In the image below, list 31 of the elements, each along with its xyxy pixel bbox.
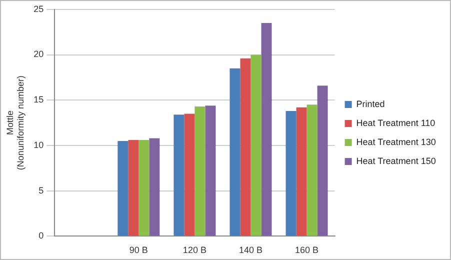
x-tick-label: 120 B (182, 245, 206, 256)
legend-label: Printed (356, 98, 385, 109)
bar (230, 68, 240, 236)
bar (174, 114, 184, 236)
bar (306, 104, 318, 236)
legend-label: Heat Treatment 130 (356, 136, 436, 147)
bar (296, 107, 307, 236)
bar (149, 138, 160, 236)
y-tick-label: 15 (34, 94, 44, 105)
bar (317, 86, 328, 236)
bar (194, 106, 206, 236)
bar (128, 140, 139, 236)
y-tick-label: 20 (34, 49, 44, 60)
x-tick-label: 160 B (295, 245, 319, 256)
y-tick-label: 0 (38, 230, 44, 241)
bar (240, 58, 251, 236)
legend-label: Heat Treatment 110 (356, 118, 436, 128)
bar (261, 23, 272, 236)
y-axis-title: Mottle (Nonuniformity number) (4, 76, 26, 170)
legend-label: Heat Treatment 150 (356, 156, 436, 166)
x-tick-label: 90 B (129, 245, 148, 256)
y-tick-label: 25 (34, 4, 44, 14)
x-tick-label: 140 B (238, 245, 263, 256)
bar (286, 111, 296, 236)
y-tick-label: 10 (34, 140, 44, 150)
bar (184, 114, 195, 236)
y-tick-label: 5 (38, 185, 44, 196)
bar (250, 54, 262, 236)
bar (138, 140, 150, 236)
bar (205, 106, 216, 236)
bar (118, 140, 128, 236)
